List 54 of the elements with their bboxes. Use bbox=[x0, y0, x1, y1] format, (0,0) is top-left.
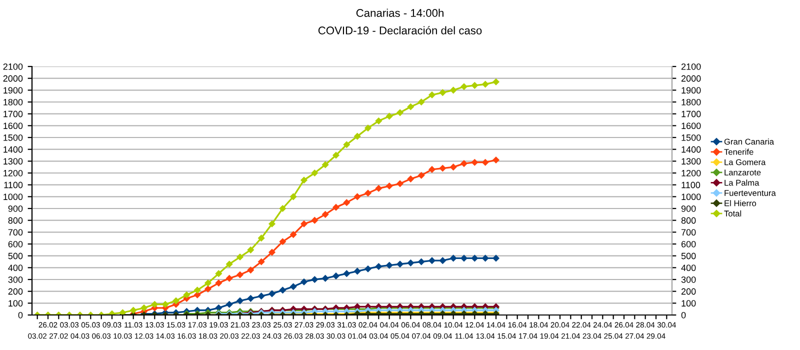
y2-tick-label: 400 bbox=[681, 264, 696, 272]
legend-label: Total bbox=[724, 210, 742, 216]
y2-tick-label: 1100 bbox=[682, 182, 700, 188]
y2-tick-label: 1600 bbox=[682, 122, 701, 130]
y-tick-label: 1700 bbox=[4, 110, 23, 118]
y2-tick-label: 1500 bbox=[682, 134, 701, 141]
legend-label: Lanzarote bbox=[724, 170, 761, 176]
legend-label: El Hierro bbox=[724, 200, 756, 206]
y-tick-label: 300 bbox=[8, 276, 23, 283]
y-tick-label: 1100 bbox=[4, 182, 23, 188]
chart-subtitle: COVID-19 - Declaración del caso bbox=[318, 26, 482, 34]
y2-tick-label: 100 bbox=[682, 300, 696, 307]
legend-label: La Gomera bbox=[724, 159, 766, 166]
y2-tick-label: 300 bbox=[681, 276, 696, 283]
y2-tick-label: 800 bbox=[681, 217, 696, 224]
y2-tick-label: 1200 bbox=[682, 170, 701, 176]
y-tick-label: 0 bbox=[18, 312, 23, 318]
legend-label: La Palma bbox=[724, 180, 760, 186]
y2-tick-label: 600 bbox=[681, 240, 696, 248]
legend-label: Tenerife bbox=[724, 148, 754, 155]
y-tick-label: 1800 bbox=[4, 98, 23, 106]
y2-tick-label: 900 bbox=[681, 205, 696, 212]
y-tick-label: 900 bbox=[8, 205, 23, 212]
y-tick-label: 800 bbox=[8, 217, 23, 224]
y-tick-label: 2000 bbox=[3, 75, 23, 82]
y-tick-label: 200 bbox=[8, 288, 23, 295]
y-tick-label: 1400 bbox=[4, 146, 23, 153]
y2-tick-label: 2100 bbox=[681, 63, 701, 70]
y-tick-label: 700 bbox=[8, 229, 23, 236]
y-tick-label: 1600 bbox=[4, 122, 23, 130]
y2-tick-label: 1900 bbox=[682, 87, 701, 94]
y-tick-label: 1900 bbox=[4, 87, 23, 94]
y2-tick-label: 0 bbox=[681, 312, 686, 318]
y-tick-label: 500 bbox=[8, 252, 23, 260]
y-tick-label: 1200 bbox=[4, 170, 23, 176]
y2-tick-label: 1800 bbox=[682, 98, 701, 106]
y-tick-label: 1000 bbox=[4, 194, 23, 200]
y-tick-label: 100 bbox=[8, 300, 23, 307]
y-tick-label: 400 bbox=[8, 264, 23, 272]
y2-tick-label: 200 bbox=[681, 288, 696, 295]
y2-tick-label: 1700 bbox=[682, 110, 701, 118]
y2-tick-label: 700 bbox=[681, 229, 696, 236]
legend-label: Fuerteventura bbox=[724, 190, 776, 196]
y-tick-label: 600 bbox=[8, 240, 23, 248]
y-tick-label: 2100 bbox=[3, 63, 23, 70]
y-tick-label: 1300 bbox=[4, 158, 23, 165]
y2-tick-label: 1300 bbox=[682, 158, 701, 165]
y2-tick-label: 1400 bbox=[682, 146, 701, 153]
chart-title: Canarias - 14:00h bbox=[356, 8, 444, 17]
y2-tick-label: 1000 bbox=[682, 194, 701, 200]
y2-tick-label: 500 bbox=[681, 252, 696, 260]
y2-tick-label: 2000 bbox=[681, 75, 701, 82]
y-tick-label: 1500 bbox=[4, 134, 23, 141]
legend-label: Gran Canaria bbox=[724, 138, 774, 145]
